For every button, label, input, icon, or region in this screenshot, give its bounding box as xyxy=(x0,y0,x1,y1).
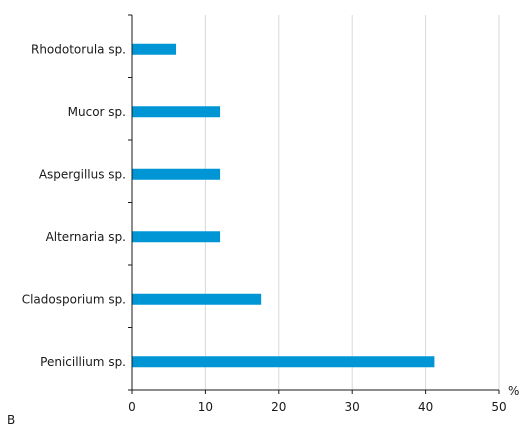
bar xyxy=(132,168,221,180)
bar xyxy=(132,43,177,55)
bar xyxy=(132,356,435,368)
bar xyxy=(132,231,221,243)
x-tick-label: 50 xyxy=(491,400,506,414)
x-tick-label: 20 xyxy=(271,400,286,414)
x-tick-label: 40 xyxy=(418,400,433,414)
category-label: Alternaria sp. xyxy=(46,230,126,244)
bars xyxy=(132,43,435,368)
bar xyxy=(132,293,262,305)
axis-labels: Rhodotorula sp. Mucor sp. Aspergillus sp. A… xyxy=(22,42,520,414)
x-tick-label: 0 xyxy=(128,400,136,414)
grid-lines xyxy=(204,15,500,390)
category-label: Mucor sp. xyxy=(68,105,126,119)
x-axis-unit-label: % xyxy=(508,384,519,398)
panel-label: B xyxy=(7,413,16,427)
axes xyxy=(128,14,500,394)
category-label: Aspergillus sp. xyxy=(39,167,126,181)
x-tick-label: 30 xyxy=(345,400,360,414)
category-label: Cladosporium sp. xyxy=(22,292,126,306)
bar xyxy=(132,106,221,118)
x-tick-label: 10 xyxy=(198,400,213,414)
category-label: Penicillium sp. xyxy=(40,355,126,369)
category-label: Rhodotorula sp. xyxy=(31,42,126,56)
